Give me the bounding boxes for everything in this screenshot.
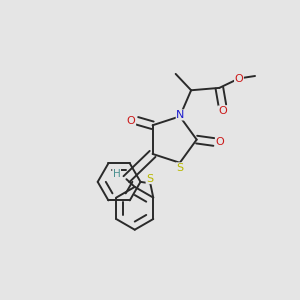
Text: H: H <box>113 169 121 179</box>
Text: O: O <box>218 106 227 116</box>
Text: S: S <box>176 163 183 173</box>
Text: N: N <box>176 110 184 120</box>
Text: O: O <box>127 116 136 126</box>
Text: O: O <box>235 74 243 84</box>
Text: O: O <box>215 137 224 147</box>
Text: S: S <box>146 174 153 184</box>
